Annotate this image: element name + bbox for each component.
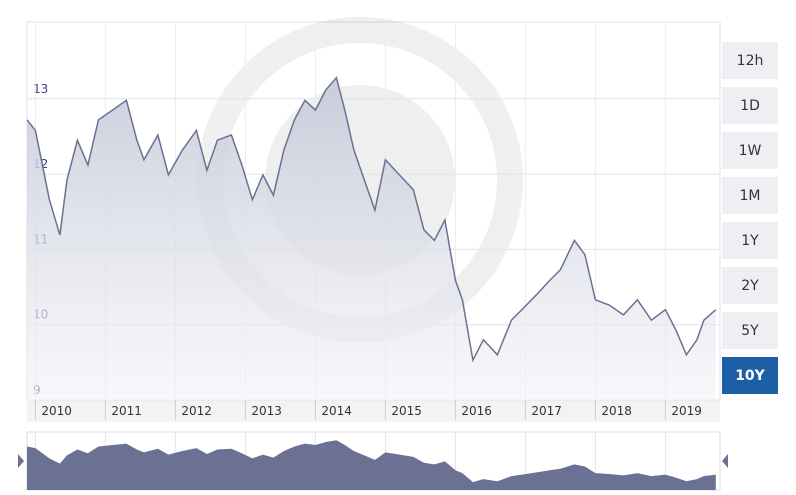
x-tick-label: 2019 <box>671 404 702 418</box>
x-tick-label: 2014 <box>321 404 352 418</box>
navigator-area <box>27 440 716 490</box>
x-tick-label: 2016 <box>461 404 492 418</box>
range-button[interactable]: 1M <box>722 177 778 214</box>
x-tick-label: 2015 <box>391 404 422 418</box>
range-button[interactable]: 5Y <box>722 312 778 349</box>
range-button[interactable]: 2Y <box>722 267 778 304</box>
range-button[interactable]: 10Y <box>722 357 778 394</box>
navigator-handle[interactable] <box>722 454 728 468</box>
line <box>26 76 717 363</box>
x-tick-label: 2018 <box>601 404 632 418</box>
area <box>27 77 716 400</box>
x-tick-label: 2017 <box>531 404 562 418</box>
range-button[interactable]: 1Y <box>722 222 778 259</box>
x-axis-band <box>27 400 720 422</box>
x-tick-label: 2011 <box>111 404 142 418</box>
range-button[interactable]: 12h <box>722 42 778 79</box>
y-tick-label: 13 <box>33 82 48 96</box>
x-tick-label: 2012 <box>181 404 212 418</box>
range-button[interactable]: 1W <box>722 132 778 169</box>
range-button[interactable]: 1D <box>722 87 778 124</box>
x-tick-label: 2010 <box>41 404 72 418</box>
navigator-handle[interactable] <box>18 454 24 468</box>
x-tick-label: 2013 <box>251 404 282 418</box>
